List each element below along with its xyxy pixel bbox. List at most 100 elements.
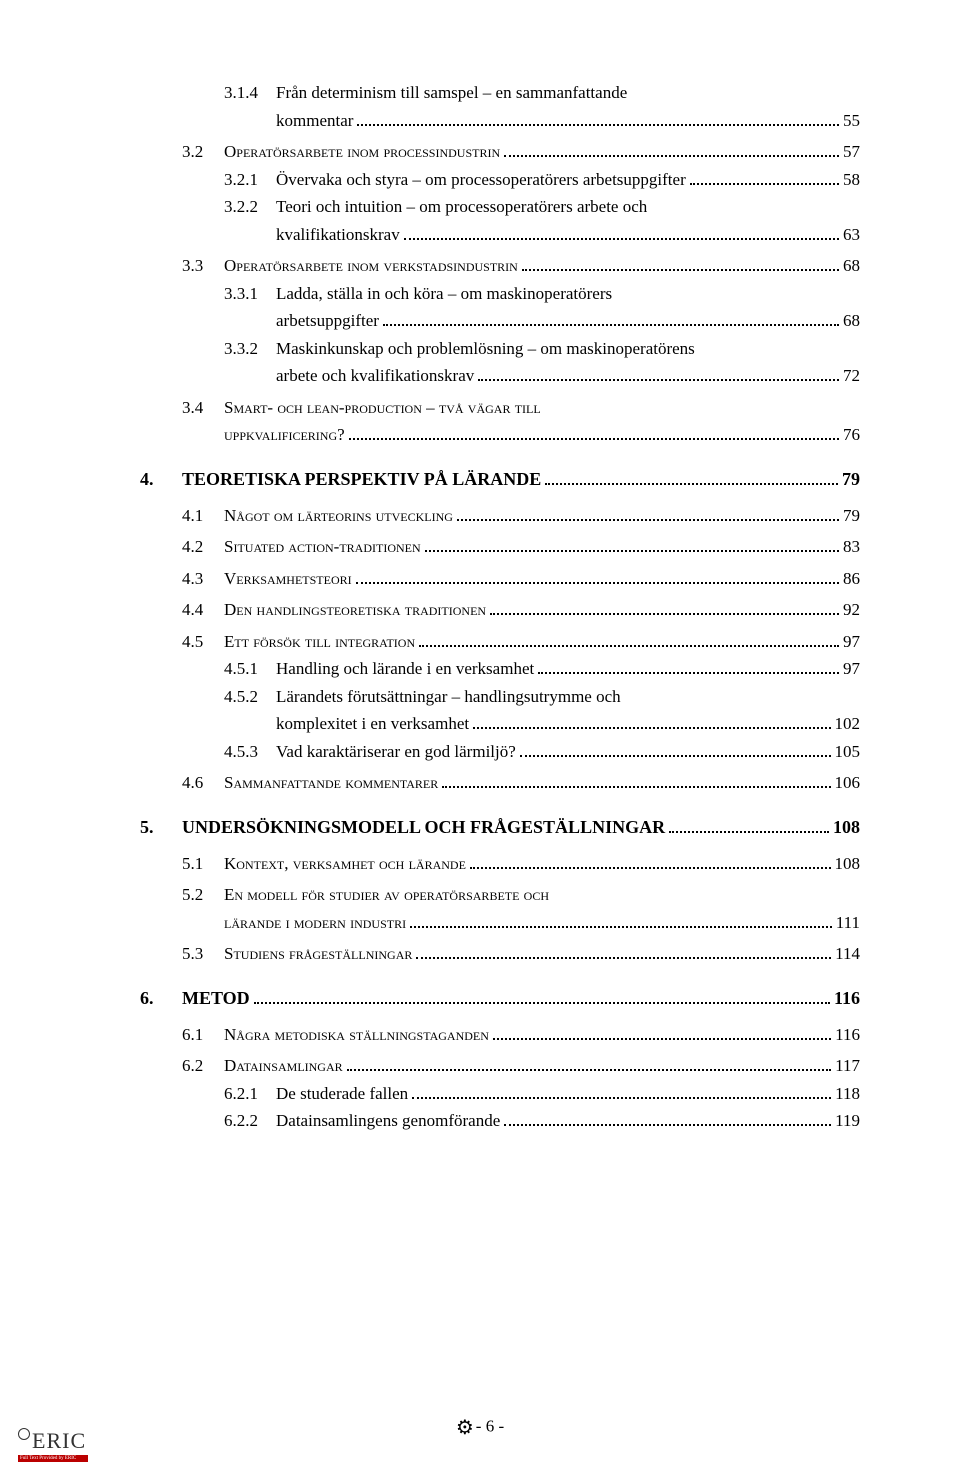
toc-subsection-number: 3.3.2 — [224, 336, 276, 362]
toc-continuation-text: kommentar — [276, 108, 353, 134]
toc-continuation-text: arbetsuppgifter — [276, 308, 379, 334]
toc-leader-dots — [356, 582, 839, 584]
toc-leader-dots — [425, 550, 839, 552]
toc-section-number: 3.4 — [182, 395, 224, 421]
toc-leader-dots — [478, 379, 839, 381]
toc-subsection-title: Vad karaktäriserar en god lärmiljö? — [276, 739, 516, 765]
eric-logo-text: ERIC — [32, 1428, 86, 1453]
toc-leader-dots — [690, 183, 839, 185]
toc-leader-dots — [669, 831, 829, 833]
toc-section-title: Operatörsarbete inom processindustrin — [224, 139, 500, 165]
toc-entry: 5.3Studiens frågeställningar114 — [140, 941, 860, 967]
toc-page-number: 116 — [835, 1022, 860, 1048]
toc-page-number: 116 — [834, 985, 860, 1012]
toc-page-number: 83 — [843, 534, 860, 560]
toc-subsection-title: Övervaka och styra – om processoperatöre… — [276, 167, 686, 193]
toc-leader-dots — [490, 613, 839, 615]
toc-section-number: 3.3 — [182, 253, 224, 279]
toc-leader-dots — [473, 727, 830, 729]
toc-chapter-title: METOD — [182, 985, 250, 1012]
toc-section-number: 6.2 — [182, 1053, 224, 1079]
toc-entry: 3.3.2Maskinkunskap och problemlösning – … — [140, 336, 860, 362]
toc-chapter-number: 4. — [140, 466, 182, 493]
toc-page-number: 108 — [833, 814, 860, 841]
toc-page-number: 55 — [843, 108, 860, 134]
toc-subsection-number: 3.1.4 — [224, 80, 276, 106]
toc-entry: arbete och kvalifikationskrav72 — [140, 363, 860, 389]
toc-continuation-text: kvalifikationskrav — [276, 222, 400, 248]
toc-subsection-number: 3.3.1 — [224, 281, 276, 307]
toc-subsection-number: 6.2.1 — [224, 1081, 276, 1107]
toc-subsection-number: 6.2.2 — [224, 1108, 276, 1134]
toc-entry: 6.2.2Datainsamlingens genomförande119 — [140, 1108, 860, 1134]
toc-page-number: 79 — [843, 503, 860, 529]
toc-entry: 3.3.1Ladda, ställa in och köra – om mask… — [140, 281, 860, 307]
toc-entry: 4.5.1Handling och lärande i en verksamhe… — [140, 656, 860, 682]
toc-subsection-title: Maskinkunskap och problemlösning – om ma… — [276, 336, 695, 362]
toc-entry: 5.1Kontext, verksamhet och lärande108 — [140, 851, 860, 877]
page-footer: ⚙- 6 - — [0, 1415, 960, 1440]
toc-entry: 4.5.3Vad karaktäriserar en god lärmiljö?… — [140, 739, 860, 765]
toc-entry: 3.2Operatörsarbete inom processindustrin… — [140, 139, 860, 165]
table-of-contents: 3.1.4Från determinism till samspel – en … — [140, 80, 860, 1134]
toc-section-title: Verksamhetsteori — [224, 566, 352, 592]
toc-entry: 4.6Sammanfattande kommentarer106 — [140, 770, 860, 796]
toc-leader-dots — [349, 438, 839, 440]
toc-section-number: 4.5 — [182, 629, 224, 655]
toc-entry: 6.2Datainsamlingar117 — [140, 1053, 860, 1079]
toc-leader-dots — [520, 755, 831, 757]
toc-leader-dots — [504, 155, 839, 157]
toc-entry: 5.UNDERSÖKNINGSMODELL OCH FRÅGESTÄLLNING… — [140, 814, 860, 841]
toc-page-number: 79 — [842, 466, 860, 493]
toc-page-number: 118 — [835, 1081, 860, 1107]
toc-entry: uppkvalificering? 76 — [140, 422, 860, 448]
toc-leader-dots — [419, 645, 839, 647]
toc-entry: 4.5.2Lärandets förutsättningar – handlin… — [140, 684, 860, 710]
toc-section-title: Den handlingsteoretiska traditionen — [224, 597, 486, 623]
toc-page-number: 102 — [835, 711, 861, 737]
toc-entry: arbetsuppgifter68 — [140, 308, 860, 334]
toc-continuation-text: komplexitet i en verksamhet — [276, 711, 469, 737]
toc-subsection-title: Handling och lärande i en verksamhet — [276, 656, 534, 682]
footer-icon: ⚙ — [456, 1415, 474, 1440]
toc-leader-dots — [457, 519, 839, 521]
toc-section-title: Något om lärteorins utveckling — [224, 503, 453, 529]
toc-entry: 4.2Situated action-traditionen83 — [140, 534, 860, 560]
toc-page-number: 63 — [843, 222, 860, 248]
toc-subsection-number: 4.5.1 — [224, 656, 276, 682]
toc-subsection-number: 3.2.1 — [224, 167, 276, 193]
toc-subsection-title: Lärandets förutsättningar – handlingsutr… — [276, 684, 621, 710]
toc-entry: 4.1Något om lärteorins utveckling 79 — [140, 503, 860, 529]
toc-entry: 3.2.1Övervaka och styra – om processoper… — [140, 167, 860, 193]
toc-entry: 3.1.4Från determinism till samspel – en … — [140, 80, 860, 106]
toc-continuation-text: arbete och kvalifikationskrav — [276, 363, 474, 389]
toc-entry: 4.TEORETISKA PERSPEKTIV PÅ LÄRANDE79 — [140, 466, 860, 493]
toc-leader-dots — [416, 957, 831, 959]
toc-subsection-title: Teori och intuition – om processoperatör… — [276, 194, 647, 220]
toc-entry: kommentar 55 — [140, 108, 860, 134]
toc-page-number: 119 — [835, 1108, 860, 1134]
toc-page-number: 117 — [835, 1053, 860, 1079]
toc-leader-dots — [412, 1097, 831, 1099]
toc-leader-dots — [493, 1038, 831, 1040]
toc-section-number: 3.2 — [182, 139, 224, 165]
toc-entry: 5.2En modell för studier av operatörsarb… — [140, 882, 860, 908]
toc-subsection-title: Ladda, ställa in och köra – om maskinope… — [276, 281, 612, 307]
toc-entry: 3.2.2Teori och intuition – om processope… — [140, 194, 860, 220]
toc-section-title: Smart- och lean-production – två vägar t… — [224, 395, 541, 421]
toc-leader-dots — [442, 786, 830, 788]
toc-continuation-text: lärande i modern industri — [224, 910, 406, 936]
toc-section-title: Sammanfattande kommentarer — [224, 770, 438, 796]
toc-leader-dots — [254, 1002, 830, 1004]
toc-continuation-text: uppkvalificering? — [224, 422, 345, 448]
toc-section-title: Studiens frågeställningar — [224, 941, 412, 967]
toc-section-title: En modell för studier av operatörsarbete… — [224, 882, 549, 908]
toc-section-title: Några metodiska ställningstaganden — [224, 1022, 489, 1048]
toc-page-number: 97 — [843, 629, 860, 655]
toc-section-number: 4.1 — [182, 503, 224, 529]
toc-entry: komplexitet i en verksamhet 102 — [140, 711, 860, 737]
toc-page-number: 76 — [843, 422, 860, 448]
toc-leader-dots — [504, 1124, 831, 1126]
toc-section-title: Situated action-traditionen — [224, 534, 421, 560]
toc-subsection-number: 4.5.2 — [224, 684, 276, 710]
